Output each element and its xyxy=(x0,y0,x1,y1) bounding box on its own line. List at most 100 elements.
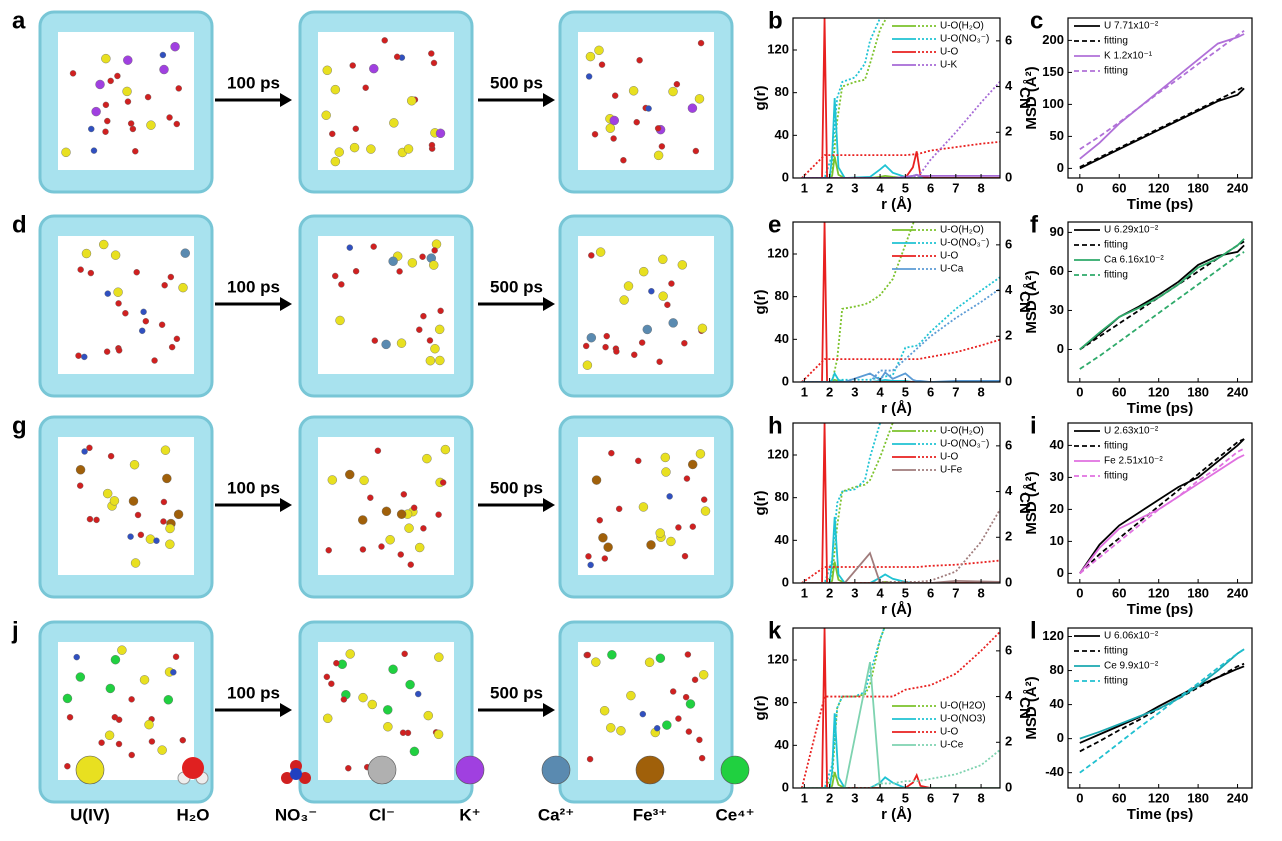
atom xyxy=(699,755,705,761)
atom xyxy=(153,538,159,544)
key-icon xyxy=(721,756,749,784)
atom xyxy=(435,325,444,334)
arrow-head xyxy=(280,297,292,311)
atom xyxy=(372,338,378,344)
y2-tick-label: 2 xyxy=(1005,124,1012,139)
atom xyxy=(599,62,605,68)
legend-label: U-O(NO3) xyxy=(940,714,986,725)
x-tick-label: 240 xyxy=(1227,180,1249,195)
arrow-label: 100 ps xyxy=(227,277,280,296)
legend-label: U-K xyxy=(940,60,958,71)
atom xyxy=(77,483,83,489)
atom xyxy=(181,249,190,258)
atom xyxy=(130,126,136,132)
atom xyxy=(397,339,406,348)
atom xyxy=(99,240,108,249)
y-tick-label: 0 xyxy=(782,169,789,184)
atom xyxy=(104,349,110,355)
legend-label: Ce 9.9x10⁻² xyxy=(1104,661,1159,672)
atom xyxy=(116,717,122,723)
x-tick-label: 5 xyxy=(902,585,909,600)
atom xyxy=(602,556,608,562)
atom xyxy=(103,129,109,135)
atom xyxy=(404,144,413,153)
atom xyxy=(141,309,147,315)
data-line xyxy=(1080,449,1244,574)
atom xyxy=(162,282,168,288)
atom xyxy=(440,480,446,486)
arrow-label: 100 ps xyxy=(227,73,280,92)
atom xyxy=(645,658,654,667)
atom xyxy=(606,723,615,732)
cn-line xyxy=(802,275,1004,382)
arrow-head xyxy=(543,93,555,107)
x-tick-label: 0 xyxy=(1076,384,1083,399)
atom xyxy=(667,493,673,499)
x-tick-label: 120 xyxy=(1148,180,1170,195)
atom xyxy=(161,499,167,505)
atom xyxy=(398,552,404,558)
atom xyxy=(420,525,426,531)
legend-label: U-O(H₂O) xyxy=(940,225,984,236)
atom xyxy=(401,491,407,497)
atom xyxy=(70,70,76,76)
md-box-interior xyxy=(58,642,194,780)
x-tick-label: 60 xyxy=(1112,790,1126,805)
atom xyxy=(684,476,690,482)
atom xyxy=(681,340,687,346)
atom xyxy=(639,340,645,346)
arrow-head xyxy=(543,498,555,512)
atom xyxy=(620,157,626,163)
y2-tick-label: 6 xyxy=(1005,32,1012,47)
arrow-head xyxy=(543,703,555,717)
x-axis-label: Time (ps) xyxy=(1127,196,1193,213)
x-tick-label: 7 xyxy=(952,585,959,600)
atom xyxy=(427,337,433,343)
atom xyxy=(371,244,377,250)
y-tick-label: 10 xyxy=(1050,533,1064,548)
atom xyxy=(169,344,175,350)
atom xyxy=(335,148,344,157)
legend-label: U 6.06x10⁻² xyxy=(1104,631,1159,642)
arrow-head xyxy=(280,498,292,512)
x-axis-label: r (Å) xyxy=(881,400,912,417)
atom xyxy=(659,292,668,301)
atom xyxy=(692,677,698,683)
atom xyxy=(332,273,338,279)
legend-label: fitting xyxy=(1104,646,1128,657)
y-tick-label: 120 xyxy=(767,651,789,666)
atom xyxy=(603,344,609,350)
atom xyxy=(429,261,438,270)
atom xyxy=(436,512,442,518)
atom xyxy=(117,646,126,655)
legend-label: Ca 6.16x10⁻² xyxy=(1104,255,1164,266)
x-tick-label: 4 xyxy=(876,180,884,195)
legend-label: U-O(NO₃⁻) xyxy=(940,238,989,249)
y-tick-label: 0 xyxy=(782,373,789,388)
x-tick-label: 1 xyxy=(801,585,808,600)
x-tick-label: 4 xyxy=(876,585,884,600)
atom xyxy=(167,114,173,120)
atom xyxy=(661,468,670,477)
atom xyxy=(92,107,101,116)
atom xyxy=(368,700,377,709)
arrow-label: 500 ps xyxy=(490,73,543,92)
atom xyxy=(176,85,182,91)
panel-label: i xyxy=(1030,412,1037,439)
atom xyxy=(688,104,697,113)
atom xyxy=(328,681,334,687)
atom xyxy=(378,544,384,550)
atom xyxy=(432,247,438,253)
atom xyxy=(699,670,708,679)
atom xyxy=(101,54,110,63)
atom xyxy=(358,515,367,524)
y2-tick-label: 2 xyxy=(1005,734,1012,749)
atom xyxy=(331,85,340,94)
atom xyxy=(434,730,443,739)
y-tick-label: 40 xyxy=(775,331,789,346)
y-tick-label: 120 xyxy=(767,446,789,461)
y-axis-label: MSD (Å²) xyxy=(1023,676,1040,739)
atom xyxy=(438,308,444,314)
atom xyxy=(322,111,331,120)
atom xyxy=(347,245,353,251)
